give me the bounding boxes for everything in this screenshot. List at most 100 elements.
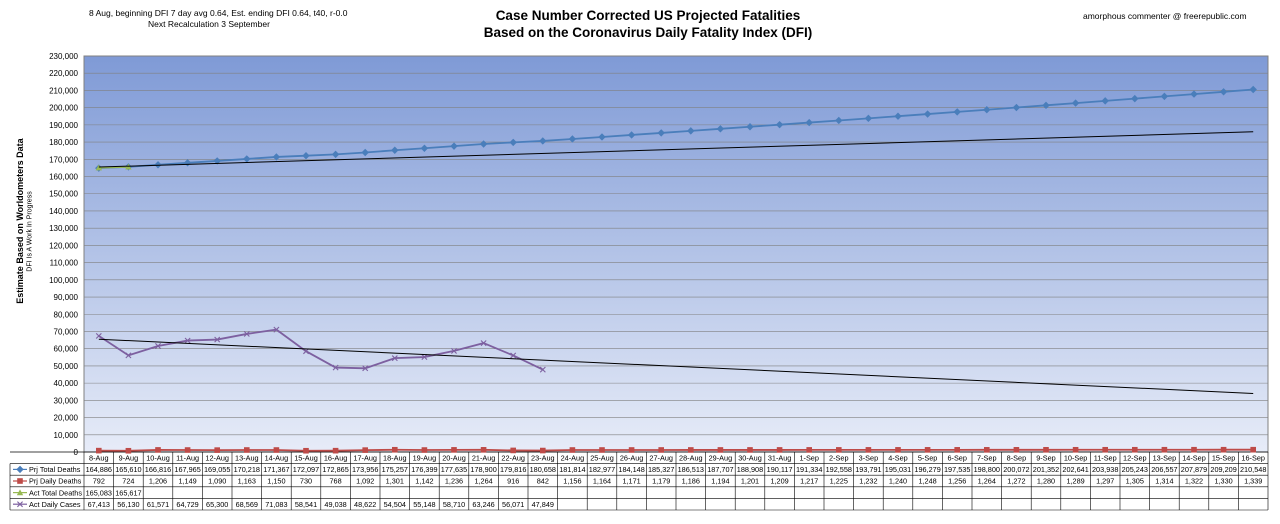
table-cell-prj-daily-deaths: 1,297: [1096, 477, 1114, 486]
point-prj-daily-deaths: [924, 447, 931, 453]
table-cell-act-daily-cases: 58,710: [443, 500, 465, 509]
table-cell-prj-total-deaths: 167,965: [174, 465, 200, 474]
x-tick-label: 6-Sep: [947, 454, 966, 463]
table-cell-prj-total-deaths: 200,072: [1003, 465, 1029, 474]
table-cell-prj-total-deaths: 209,209: [1210, 465, 1236, 474]
point-prj-daily-deaths: [776, 447, 783, 453]
table-cell-prj-total-deaths: 202,641: [1062, 465, 1088, 474]
table-cell-prj-daily-deaths: 1,264: [474, 477, 492, 486]
point-act-daily-cases: [125, 352, 132, 359]
table-cell-prj-total-deaths: 187,707: [707, 465, 733, 474]
point-act-daily-cases: [243, 330, 250, 337]
x-tick-label: 12-Aug: [205, 454, 229, 463]
table-cell-prj-total-deaths: 173,956: [352, 465, 378, 474]
x-tick-label: 21-Aug: [472, 454, 496, 463]
point-prj-total-deaths: [391, 146, 399, 154]
point-prj-daily-deaths: [214, 447, 220, 453]
table-cell-prj-total-deaths: 203,938: [1092, 465, 1118, 474]
point-prj-daily-deaths: [599, 447, 605, 453]
y-tick-label: 190,000: [49, 121, 78, 130]
point-prj-daily-deaths: [451, 447, 457, 453]
table-cell-prj-daily-deaths: 1,142: [415, 477, 433, 486]
point-prj-total-deaths: [331, 150, 340, 159]
x-tick-label: 17-Aug: [353, 454, 377, 463]
point-prj-daily-deaths: [1102, 446, 1108, 453]
point-act-daily-cases: [510, 352, 517, 359]
table-cell-prj-total-deaths: 178,900: [470, 465, 496, 474]
point-prj-daily-deaths: [421, 447, 428, 453]
table-cell-act-daily-cases: 65,300: [206, 500, 228, 509]
table-cell-prj-daily-deaths: 724: [122, 477, 134, 486]
y-tick-label: 160,000: [49, 173, 78, 182]
table-cell-prj-total-deaths: 198,800: [974, 465, 1000, 474]
table-cell-prj-total-deaths: 166,816: [145, 465, 171, 474]
table-cell-prj-daily-deaths: 1,272: [1007, 477, 1025, 486]
trendline: [98, 338, 1254, 394]
table-cell-prj-total-deaths: 195,031: [885, 465, 911, 474]
x-tick-label: 9-Aug: [119, 454, 138, 463]
table-cell-prj-total-deaths: 180,658: [530, 465, 556, 474]
legend-key-prj-daily-deaths: [17, 478, 23, 484]
point-prj-daily-deaths: [125, 447, 132, 454]
table-cell-prj-daily-deaths: 1,330: [1214, 477, 1232, 486]
point-prj-total-deaths: [923, 110, 932, 118]
x-tick-label: 8-Sep: [1007, 454, 1026, 463]
series-line-act-daily-cases: [98, 328, 544, 371]
table-cell-prj-total-deaths: 192,558: [826, 465, 852, 474]
x-tick-label: 5-Sep: [918, 454, 937, 463]
x-tick-label: 28-Aug: [679, 454, 703, 463]
x-tick-label: 11-Aug: [176, 454, 199, 463]
table-cell-prj-total-deaths: 181,814: [559, 465, 585, 474]
plot-area: [83, 55, 1269, 453]
table-cell-prj-daily-deaths: 1,194: [711, 477, 729, 486]
point-prj-total-deaths: [539, 137, 547, 145]
point-prj-daily-deaths: [392, 446, 398, 453]
point-prj-total-deaths: [775, 120, 784, 129]
x-tick-label: 16-Aug: [324, 454, 348, 463]
table-cell-prj-total-deaths: 193,791: [855, 465, 881, 474]
point-prj-daily-deaths: [717, 447, 724, 453]
table-cell-prj-daily-deaths: 1,232: [859, 477, 877, 486]
point-prj-total-deaths: [805, 118, 813, 127]
x-tick-label: 14-Aug: [265, 454, 289, 463]
y-tick-label: 20,000: [54, 414, 79, 423]
point-prj-daily-deaths: [303, 447, 309, 454]
x-tick-label: 25-Aug: [590, 454, 614, 463]
x-tick-label: 4-Sep: [888, 454, 907, 463]
table-cell-prj-total-deaths: 188,908: [737, 465, 763, 474]
point-act-daily-cases: [451, 347, 457, 354]
table-cell-prj-daily-deaths: 1,236: [445, 477, 463, 486]
table-cell-prj-daily-deaths: 730: [300, 477, 312, 486]
table-cell-prj-total-deaths: 206,557: [1151, 465, 1177, 474]
y-tick-label: 40,000: [54, 379, 79, 388]
point-prj-total-deaths: [568, 135, 577, 143]
legend-key-prj-total-deaths: [16, 465, 24, 474]
table-cell-act-daily-cases: 68,569: [236, 500, 258, 509]
table-cell-prj-total-deaths: 169,055: [204, 465, 230, 474]
y-tick-label: 90,000: [54, 293, 79, 302]
table-cell-prj-daily-deaths: 1,164: [593, 477, 611, 486]
x-tick-label: 12-Sep: [1123, 454, 1147, 463]
table-cell-act-daily-cases: 63,246: [472, 500, 494, 509]
y-tick-label: 60,000: [54, 345, 79, 354]
table-cell-prj-daily-deaths: 1,201: [741, 477, 759, 486]
chart-title: Case Number Corrected US Projected Fatal…: [400, 7, 896, 41]
point-prj-total-deaths: [1101, 97, 1109, 105]
point-prj-total-deaths: [894, 112, 902, 120]
table-cell-prj-total-deaths: 172,865: [322, 465, 348, 474]
point-prj-daily-deaths: [747, 447, 753, 453]
table-cell-prj-daily-deaths: 1,179: [652, 477, 670, 486]
point-prj-total-deaths: [243, 155, 251, 163]
point-act-daily-cases: [391, 355, 398, 362]
point-prj-daily-deaths: [273, 447, 280, 453]
x-tick-label: 11-Sep: [1094, 454, 1117, 463]
point-prj-daily-deaths: [1250, 446, 1256, 453]
x-tick-label: 18-Aug: [383, 454, 407, 463]
table-cell-prj-daily-deaths: 1,090: [208, 477, 226, 486]
table-cell-prj-total-deaths: 179,816: [500, 465, 526, 474]
x-tick-label: 16-Sep: [1241, 454, 1265, 463]
point-prj-daily-deaths: [865, 447, 872, 453]
y-tick-label: 230,000: [49, 52, 78, 61]
point-act-total-deaths: [95, 164, 102, 171]
